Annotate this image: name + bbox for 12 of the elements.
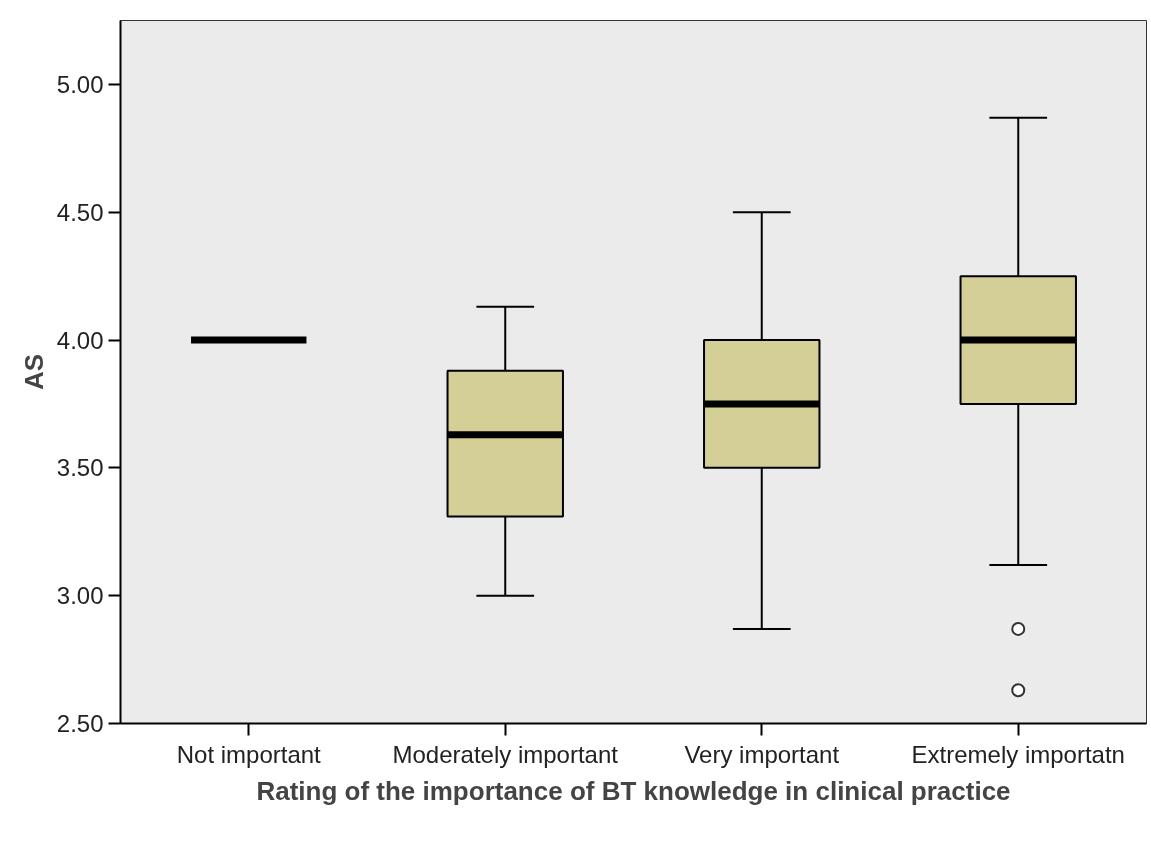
y-axis-title: AS bbox=[18, 353, 49, 391]
y-tick-label: 4.00 bbox=[56, 326, 104, 354]
x-tick-label: Very important bbox=[684, 740, 840, 768]
x-tick-label: Extremely importatn bbox=[911, 740, 1125, 768]
y-tick-label: 2.50 bbox=[56, 710, 104, 737]
y-tick-label: 4.50 bbox=[56, 198, 104, 226]
y-tick-label: 5.00 bbox=[56, 70, 104, 98]
x-tick-label: Moderately important bbox=[392, 740, 619, 768]
y-tick-label: 3.50 bbox=[56, 454, 104, 482]
y-tick-label: 3.00 bbox=[56, 582, 104, 610]
x-tick-label: Not important bbox=[176, 740, 322, 768]
x-axis-title: Rating of the importance of BT knowledge in clinical practice bbox=[256, 775, 1011, 806]
